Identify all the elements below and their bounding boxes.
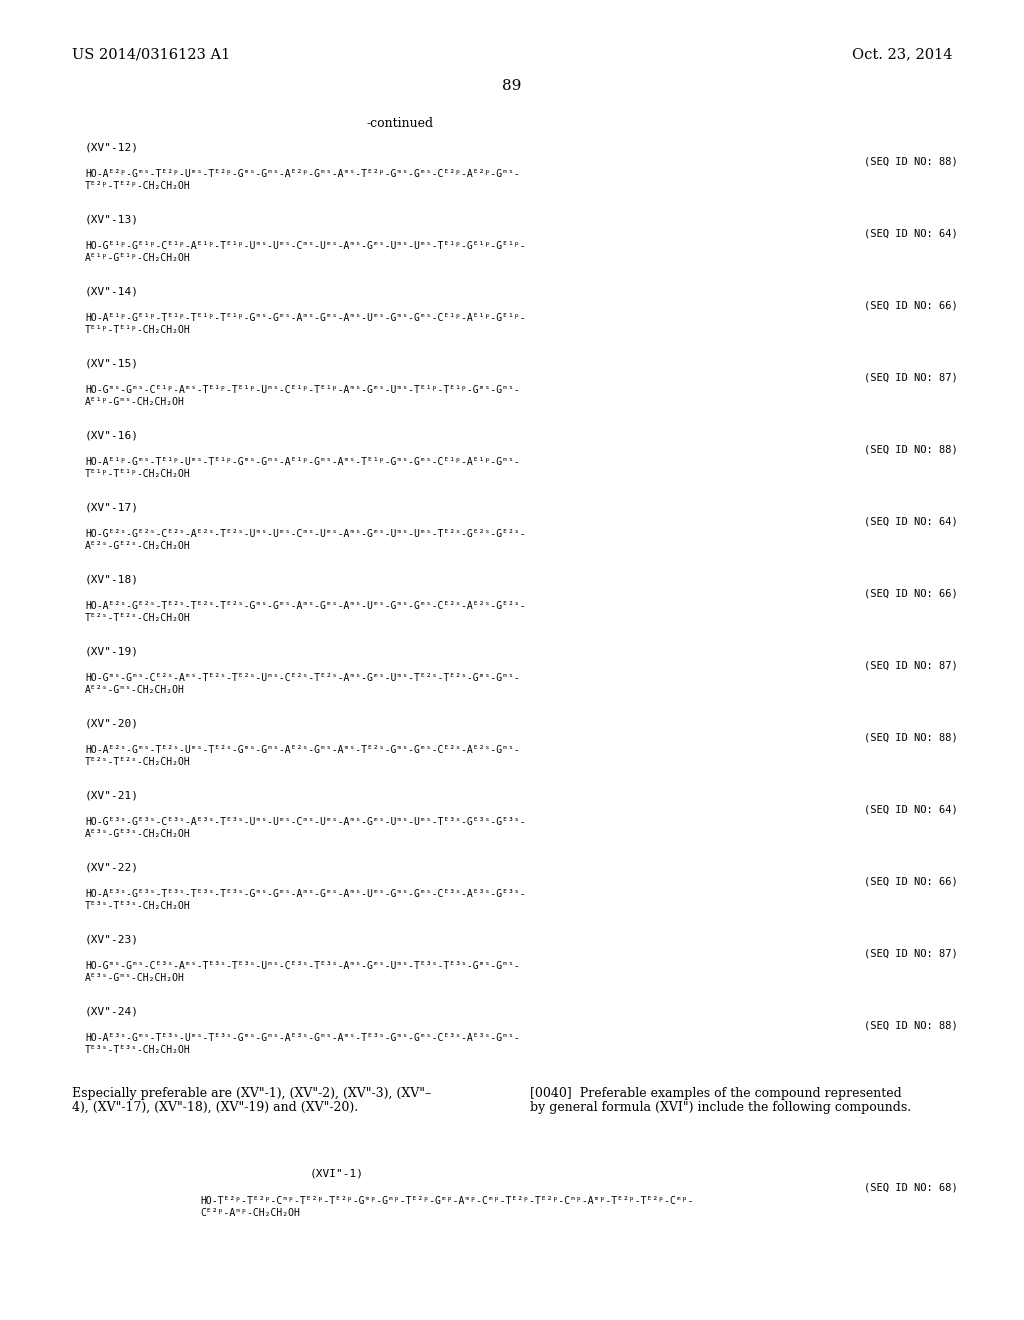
Text: (XV"-14): (XV"-14) xyxy=(85,286,139,297)
Text: HO-Gᴱ³ˢ-Gᴱ³ˢ-Cᴱ³ˢ-Aᴱ³ˢ-Tᴱ³ˢ-Uᵐˢ-Uᵐˢ-Cᵐˢ-Uᵐˢ-Aᵐˢ-Gᵐˢ-Uᵐˢ-Uᵐˢ-Tᴱ³ˢ-Gᴱ³ˢ-Gᴱ³ˢ-: HO-Gᴱ³ˢ-Gᴱ³ˢ-Cᴱ³ˢ-Aᴱ³ˢ-Tᴱ³ˢ-Uᵐˢ-Uᵐˢ-Cᵐˢ-… xyxy=(85,817,525,828)
Text: (SEQ ID NO: 66): (SEQ ID NO: 66) xyxy=(864,301,958,312)
Text: Tᴱ¹ᵖ-Tᴱ¹ᵖ-CH₂CH₂OH: Tᴱ¹ᵖ-Tᴱ¹ᵖ-CH₂CH₂OH xyxy=(85,325,190,335)
Text: (SEQ ID NO: 87): (SEQ ID NO: 87) xyxy=(864,374,958,383)
Text: Aᴱ³ˢ-Gᴱ³ˢ-CH₂CH₂OH: Aᴱ³ˢ-Gᴱ³ˢ-CH₂CH₂OH xyxy=(85,829,190,840)
Text: 89: 89 xyxy=(503,79,521,92)
Text: 4), (XV"-17), (XV"-18), (XV"-19) and (XV"-20).: 4), (XV"-17), (XV"-18), (XV"-19) and (XV… xyxy=(72,1101,358,1114)
Text: Tᴱ³ˢ-Tᴱ³ˢ-CH₂CH₂OH: Tᴱ³ˢ-Tᴱ³ˢ-CH₂CH₂OH xyxy=(85,902,190,911)
Text: [0040]  Preferable examples of the compound represented: [0040] Preferable examples of the compou… xyxy=(530,1086,902,1100)
Text: HO-Tᴱ²ᵖ-Tᴱ²ᵖ-Cᵐᵖ-Tᴱ²ᵖ-Tᴱ²ᵖ-Gᵐᵖ-Gᵐᵖ-Tᴱ²ᵖ-Gᵐᵖ-Aᵐᵖ-Cᵐᵖ-Tᴱ²ᵖ-Tᴱ²ᵖ-Cᵐᵖ-Aᵐᵖ-Tᴱ²ᵖ-Tᴱ²ᵖ-: HO-Tᴱ²ᵖ-Tᴱ²ᵖ-Cᵐᵖ-Tᴱ²ᵖ-Tᴱ²ᵖ-Gᵐᵖ-Gᵐᵖ-Tᴱ²ᵖ-… xyxy=(200,1196,693,1206)
Text: Oct. 23, 2014: Oct. 23, 2014 xyxy=(852,48,952,61)
Text: HO-Gᵐˢ-Gᵐˢ-Cᴱ²ˢ-Aᵐˢ-Tᴱ²ˢ-Tᴱ²ˢ-Uᵐˢ-Cᴱ²ˢ-Tᴱ²ˢ-Aᵐˢ-Gᵐˢ-Uᵐˢ-Tᴱ²ˢ-Tᴱ²ˢ-Gᵐˢ-Gᵐˢ-: HO-Gᵐˢ-Gᵐˢ-Cᴱ²ˢ-Aᵐˢ-Tᴱ²ˢ-Tᴱ²ˢ-Uᵐˢ-Cᴱ²ˢ-T… xyxy=(85,673,520,682)
Text: Aᴱ¹ᵖ-Gᴱ¹ᵖ-CH₂CH₂OH: Aᴱ¹ᵖ-Gᴱ¹ᵖ-CH₂CH₂OH xyxy=(85,253,190,263)
Text: (XV"-19): (XV"-19) xyxy=(85,647,139,657)
Text: (XVI"-1): (XVI"-1) xyxy=(310,1168,364,1177)
Text: Aᴱ²ˢ-Gᴱ²ˢ-CH₂CH₂OH: Aᴱ²ˢ-Gᴱ²ˢ-CH₂CH₂OH xyxy=(85,541,190,550)
Text: US 2014/0316123 A1: US 2014/0316123 A1 xyxy=(72,48,230,61)
Text: Aᴱ¹ᵖ-Gᵐˢ-CH₂CH₂OH: Aᴱ¹ᵖ-Gᵐˢ-CH₂CH₂OH xyxy=(85,397,185,407)
Text: HO-Gᵐˢ-Gᵐˢ-Cᴱ³ˢ-Aᵐˢ-Tᴱ³ˢ-Tᴱ³ˢ-Uᵐˢ-Cᴱ³ˢ-Tᴱ³ˢ-Aᵐˢ-Gᵐˢ-Uᵐˢ-Tᴱ³ˢ-Tᴱ³ˢ-Gᵐˢ-Gᵐˢ-: HO-Gᵐˢ-Gᵐˢ-Cᴱ³ˢ-Aᵐˢ-Tᴱ³ˢ-Tᴱ³ˢ-Uᵐˢ-Cᴱ³ˢ-T… xyxy=(85,961,520,972)
Text: HO-Aᴱ¹ᵖ-Gᵐˢ-Tᴱ¹ᵖ-Uᵐˢ-Tᴱ¹ᵖ-Gᵐˢ-Gᵐˢ-Aᴱ¹ᵖ-Gᵐˢ-Aᵐˢ-Tᴱ¹ᵖ-Gᵐˢ-Gᵐˢ-Cᴱ¹ᵖ-Aᴱ¹ᵖ-Gᵐˢ-: HO-Aᴱ¹ᵖ-Gᵐˢ-Tᴱ¹ᵖ-Uᵐˢ-Tᴱ¹ᵖ-Gᵐˢ-Gᵐˢ-Aᴱ¹ᵖ-G… xyxy=(85,457,520,467)
Text: (SEQ ID NO: 88): (SEQ ID NO: 88) xyxy=(864,733,958,743)
Text: (SEQ ID NO: 64): (SEQ ID NO: 64) xyxy=(864,517,958,527)
Text: (SEQ ID NO: 88): (SEQ ID NO: 88) xyxy=(864,445,958,455)
Text: (XV"-18): (XV"-18) xyxy=(85,576,139,585)
Text: (SEQ ID NO: 88): (SEQ ID NO: 88) xyxy=(864,1020,958,1031)
Text: HO-Aᴱ²ˢ-Gᴱ²ˢ-Tᴱ²ˢ-Tᴱ²ˢ-Tᴱ²ˢ-Gᵐˢ-Gᵐˢ-Aᵐˢ-Gᵐˢ-Aᵐˢ-Uᵐˢ-Gᵐˢ-Gᵐˢ-Cᴱ²ˢ-Aᴱ²ˢ-Gᴱ²ˢ-: HO-Aᴱ²ˢ-Gᴱ²ˢ-Tᴱ²ˢ-Tᴱ²ˢ-Tᴱ²ˢ-Gᵐˢ-Gᵐˢ-Aᵐˢ-… xyxy=(85,601,525,611)
Text: (SEQ ID NO: 66): (SEQ ID NO: 66) xyxy=(864,589,958,599)
Text: (XV"-12): (XV"-12) xyxy=(85,143,139,153)
Text: HO-Gᵐˢ-Gᵐˢ-Cᴱ¹ᵖ-Aᵐˢ-Tᴱ¹ᵖ-Tᴱ¹ᵖ-Uᵐˢ-Cᴱ¹ᵖ-Tᴱ¹ᵖ-Aᵐˢ-Gᵐˢ-Uᵐˢ-Tᴱ¹ᵖ-Tᴱ¹ᵖ-Gᵐˢ-Gᵐˢ-: HO-Gᵐˢ-Gᵐˢ-Cᴱ¹ᵖ-Aᵐˢ-Tᴱ¹ᵖ-Tᴱ¹ᵖ-Uᵐˢ-Cᴱ¹ᵖ-T… xyxy=(85,385,520,395)
Text: by general formula (XVI") include the following compounds.: by general formula (XVI") include the fo… xyxy=(530,1101,911,1114)
Text: (SEQ ID NO: 68): (SEQ ID NO: 68) xyxy=(864,1181,958,1192)
Text: Tᴱ³ˢ-Tᴱ³ˢ-CH₂CH₂OH: Tᴱ³ˢ-Tᴱ³ˢ-CH₂CH₂OH xyxy=(85,1045,190,1055)
Text: (XV"-22): (XV"-22) xyxy=(85,863,139,873)
Text: Tᴱ¹ᵖ-Tᴱ¹ᵖ-CH₂CH₂OH: Tᴱ¹ᵖ-Tᴱ¹ᵖ-CH₂CH₂OH xyxy=(85,469,190,479)
Text: (XV"-13): (XV"-13) xyxy=(85,215,139,224)
Text: Aᴱ³ˢ-Gᵐˢ-CH₂CH₂OH: Aᴱ³ˢ-Gᵐˢ-CH₂CH₂OH xyxy=(85,973,185,983)
Text: (XV"-15): (XV"-15) xyxy=(85,359,139,370)
Text: -continued: -continued xyxy=(367,117,433,129)
Text: HO-Aᴱ²ˢ-Gᵐˢ-Tᴱ²ˢ-Uᵐˢ-Tᴱ²ˢ-Gᵐˢ-Gᵐˢ-Aᴱ²ˢ-Gᵐˢ-Aᵐˢ-Tᴱ²ˢ-Gᵐˢ-Gᵐˢ-Cᴱ²ˢ-Aᴱ²ˢ-Gᵐˢ-: HO-Aᴱ²ˢ-Gᵐˢ-Tᴱ²ˢ-Uᵐˢ-Tᴱ²ˢ-Gᵐˢ-Gᵐˢ-Aᴱ²ˢ-G… xyxy=(85,744,520,755)
Text: Tᴱ²ˢ-Tᴱ²ˢ-CH₂CH₂OH: Tᴱ²ˢ-Tᴱ²ˢ-CH₂CH₂OH xyxy=(85,612,190,623)
Text: (SEQ ID NO: 87): (SEQ ID NO: 87) xyxy=(864,661,958,671)
Text: Tᴱ²ᵖ-Tᴱ²ᵖ-CH₂CH₂OH: Tᴱ²ᵖ-Tᴱ²ᵖ-CH₂CH₂OH xyxy=(85,181,190,191)
Text: Especially preferable are (XV"-1), (XV"-2), (XV"-3), (XV"–: Especially preferable are (XV"-1), (XV"-… xyxy=(72,1086,431,1100)
Text: HO-Gᴱ²ˢ-Gᴱ²ˢ-Cᴱ²ˢ-Aᴱ²ˢ-Tᴱ²ˢ-Uᵐˢ-Uᵐˢ-Cᵐˢ-Uᵐˢ-Aᵐˢ-Gᵐˢ-Uᵐˢ-Uᵐˢ-Tᴱ²ˢ-Gᴱ²ˢ-Gᴱ²ˢ-: HO-Gᴱ²ˢ-Gᴱ²ˢ-Cᴱ²ˢ-Aᴱ²ˢ-Tᴱ²ˢ-Uᵐˢ-Uᵐˢ-Cᵐˢ-… xyxy=(85,529,525,539)
Text: Tᴱ²ˢ-Tᴱ²ˢ-CH₂CH₂OH: Tᴱ²ˢ-Tᴱ²ˢ-CH₂CH₂OH xyxy=(85,756,190,767)
Text: HO-Aᴱ¹ᵖ-Gᴱ¹ᵖ-Tᴱ¹ᵖ-Tᴱ¹ᵖ-Tᴱ¹ᵖ-Gᵐˢ-Gᵐˢ-Aᵐˢ-Gᵐˢ-Aᵐˢ-Uᵐˢ-Gᵐˢ-Gᵐˢ-Cᴱ¹ᵖ-Aᴱ¹ᵖ-Gᴱ¹ᵖ-: HO-Aᴱ¹ᵖ-Gᴱ¹ᵖ-Tᴱ¹ᵖ-Tᴱ¹ᵖ-Tᴱ¹ᵖ-Gᵐˢ-Gᵐˢ-Aᵐˢ-… xyxy=(85,313,525,323)
Text: HO-Aᴱ²ᵖ-Gᵐˢ-Tᴱ²ᵖ-Uᵐˢ-Tᴱ²ᵖ-Gᵐˢ-Gᵐˢ-Aᴱ²ᵖ-Gᵐˢ-Aᵐˢ-Tᴱ²ᵖ-Gᵐˢ-Gᵐˢ-Cᴱ²ᵖ-Aᴱ²ᵖ-Gᵐˢ-: HO-Aᴱ²ᵖ-Gᵐˢ-Tᴱ²ᵖ-Uᵐˢ-Tᴱ²ᵖ-Gᵐˢ-Gᵐˢ-Aᴱ²ᵖ-G… xyxy=(85,169,520,180)
Text: HO-Aᴱ³ˢ-Gᴱ³ˢ-Tᴱ³ˢ-Tᴱ³ˢ-Tᴱ³ˢ-Gᵐˢ-Gᵐˢ-Aᵐˢ-Gᵐˢ-Aᵐˢ-Uᵐˢ-Gᵐˢ-Gᵐˢ-Cᴱ³ˢ-Aᴱ³ˢ-Gᴱ³ˢ-: HO-Aᴱ³ˢ-Gᴱ³ˢ-Tᴱ³ˢ-Tᴱ³ˢ-Tᴱ³ˢ-Gᵐˢ-Gᵐˢ-Aᵐˢ-… xyxy=(85,888,525,899)
Text: Cᴱ²ᵖ-Aᵐᵖ-CH₂CH₂OH: Cᴱ²ᵖ-Aᵐᵖ-CH₂CH₂OH xyxy=(200,1208,300,1218)
Text: (XV"-16): (XV"-16) xyxy=(85,432,139,441)
Text: (SEQ ID NO: 88): (SEQ ID NO: 88) xyxy=(864,157,958,168)
Text: (SEQ ID NO: 66): (SEQ ID NO: 66) xyxy=(864,876,958,887)
Text: Aᴱ²ˢ-Gᵐˢ-CH₂CH₂OH: Aᴱ²ˢ-Gᵐˢ-CH₂CH₂OH xyxy=(85,685,185,696)
Text: (SEQ ID NO: 64): (SEQ ID NO: 64) xyxy=(864,228,958,239)
Text: HO-Gᴱ¹ᵖ-Gᴱ¹ᵖ-Cᴱ¹ᵖ-Aᴱ¹ᵖ-Tᴱ¹ᵖ-Uᵐˢ-Uᵐˢ-Cᵐˢ-Uᵐˢ-Aᵐˢ-Gᵐˢ-Uᵐˢ-Uᵐˢ-Tᴱ¹ᵖ-Gᴱ¹ᵖ-Gᴱ¹ᵖ-: HO-Gᴱ¹ᵖ-Gᴱ¹ᵖ-Cᴱ¹ᵖ-Aᴱ¹ᵖ-Tᴱ¹ᵖ-Uᵐˢ-Uᵐˢ-Cᵐˢ-… xyxy=(85,242,525,251)
Text: (XV"-20): (XV"-20) xyxy=(85,719,139,729)
Text: (XV"-24): (XV"-24) xyxy=(85,1007,139,1016)
Text: (SEQ ID NO: 64): (SEQ ID NO: 64) xyxy=(864,805,958,814)
Text: (XV"-23): (XV"-23) xyxy=(85,935,139,945)
Text: (SEQ ID NO: 87): (SEQ ID NO: 87) xyxy=(864,949,958,960)
Text: HO-Aᴱ³ˢ-Gᵐˢ-Tᴱ³ˢ-Uᵐˢ-Tᴱ³ˢ-Gᵐˢ-Gᵐˢ-Aᴱ³ˢ-Gᵐˢ-Aᵐˢ-Tᴱ³ˢ-Gᵐˢ-Gᵐˢ-Cᴱ³ˢ-Aᴱ³ˢ-Gᵐˢ-: HO-Aᴱ³ˢ-Gᵐˢ-Tᴱ³ˢ-Uᵐˢ-Tᴱ³ˢ-Gᵐˢ-Gᵐˢ-Aᴱ³ˢ-G… xyxy=(85,1034,520,1043)
Text: (XV"-17): (XV"-17) xyxy=(85,503,139,513)
Text: (XV"-21): (XV"-21) xyxy=(85,791,139,801)
